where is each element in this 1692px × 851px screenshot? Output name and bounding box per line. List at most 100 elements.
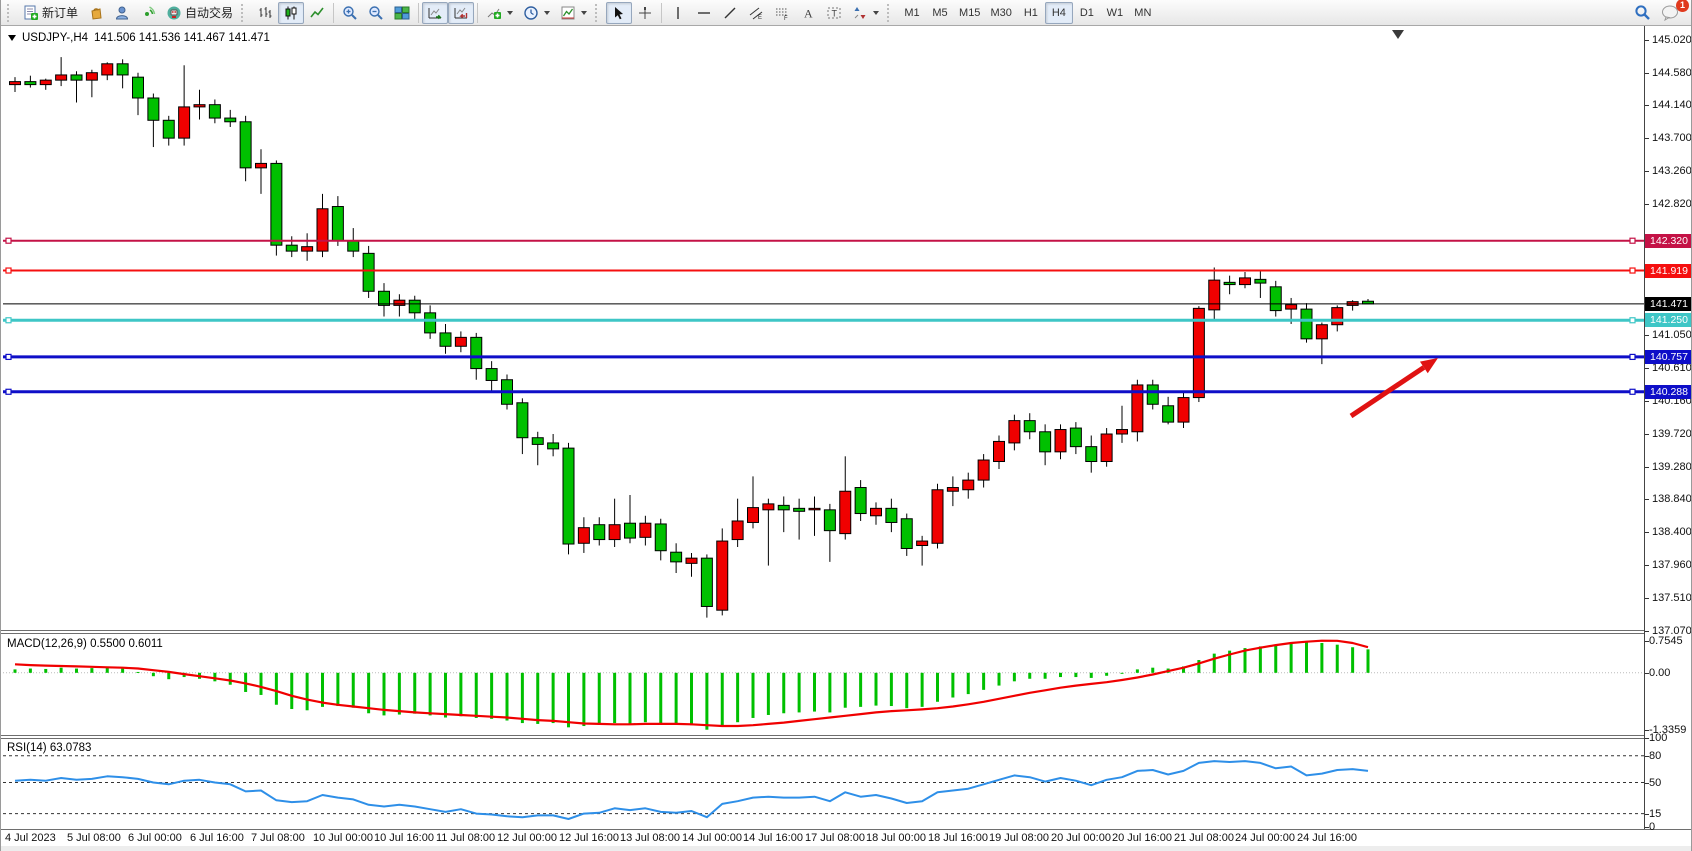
zoom-in-button[interactable] xyxy=(337,2,363,24)
axis-tick xyxy=(1645,783,1649,784)
vertical-line-button[interactable] xyxy=(665,2,691,24)
timeframe-button-m5[interactable]: M5 xyxy=(932,6,948,19)
price-tick-label: 139.720 xyxy=(1652,428,1692,440)
pane-divider[interactable] xyxy=(1,630,1644,634)
timeframe-button-h1[interactable]: H1 xyxy=(1023,6,1038,19)
horizontal-line-button[interactable] xyxy=(691,2,717,24)
time-label: 14 Jul 16:00 xyxy=(743,832,803,844)
timeframe-button-w1[interactable]: W1 xyxy=(1106,6,1124,19)
auto-scroll-button[interactable] xyxy=(422,1,449,24)
bar-chart-icon xyxy=(257,5,273,21)
price-axis-background[interactable] xyxy=(1645,26,1691,845)
toolbar-grip[interactable] xyxy=(7,3,15,22)
chart-title: USDJPY-,H4 141.506 141.536 141.467 141.4… xyxy=(8,32,270,44)
autotrade-button[interactable]: 自动交易 xyxy=(161,2,238,24)
notifications-button[interactable]: 1 xyxy=(1656,0,1689,24)
cursor-arrow-icon xyxy=(611,5,627,21)
axis-tick xyxy=(1645,467,1649,468)
text-label-icon: T xyxy=(826,5,842,21)
time-label: 11 Jul 08:00 xyxy=(436,832,496,844)
fibonacci-button[interactable]: F xyxy=(769,2,795,24)
rsi-pane[interactable] xyxy=(1,739,1644,828)
market-bag-icon xyxy=(88,5,104,21)
timeframe-button-m15[interactable]: M15 xyxy=(959,6,981,19)
vertical-line-icon xyxy=(670,5,686,21)
new-order-label: 新订单 xyxy=(42,6,79,20)
line-chart-icon xyxy=(309,5,325,21)
clock-icon xyxy=(523,5,539,21)
community-button[interactable] xyxy=(109,2,135,24)
search-button[interactable] xyxy=(1629,2,1656,24)
toolbar-grip[interactable] xyxy=(595,3,603,22)
time-label: 14 Jul 00:00 xyxy=(682,832,742,844)
chart-shift-button[interactable] xyxy=(448,1,475,24)
rsi-label: RSI(14) 63.0783 xyxy=(7,742,92,754)
rsi-tick-label: 15 xyxy=(1649,808,1662,820)
price-tick-label: 145.020 xyxy=(1652,34,1692,46)
main-chart-pane[interactable] xyxy=(1,27,1644,630)
timeframe-group: M1 M5 M15 M30 H1 H4 D1 W1 MN xyxy=(898,1,1157,24)
crosshair-icon xyxy=(637,5,653,21)
text-button[interactable]: A xyxy=(795,2,821,24)
fibonacci-icon: F xyxy=(774,5,790,22)
macd-pane[interactable] xyxy=(1,634,1644,735)
chart-shift-marker[interactable] xyxy=(1392,30,1404,39)
channel-button[interactable]: E xyxy=(743,2,769,24)
price-tick-label: 140.610 xyxy=(1652,362,1692,374)
line-chart-button[interactable] xyxy=(304,2,330,24)
axis-tick xyxy=(1645,335,1649,336)
axis-tick xyxy=(1645,532,1649,533)
price-tick-label: 137.960 xyxy=(1652,559,1692,571)
tile-windows-button[interactable] xyxy=(389,2,415,24)
price-tick-label: 137.510 xyxy=(1652,592,1692,604)
collapse-triangle-icon[interactable] xyxy=(8,35,16,41)
pane-divider[interactable] xyxy=(1,735,1644,739)
templates-button[interactable] xyxy=(555,2,592,24)
bar-chart-button[interactable] xyxy=(252,2,278,24)
price-tick-label: 140.160 xyxy=(1652,395,1692,407)
rsi-tick-label: 100 xyxy=(1649,732,1668,744)
timeframe-button-d1[interactable]: D1 xyxy=(1079,6,1094,19)
autotrade-label: 自动交易 xyxy=(185,6,234,20)
price-tick-label: 143.260 xyxy=(1652,165,1692,177)
zoom-out-button[interactable] xyxy=(363,2,389,24)
text-icon: A xyxy=(800,5,816,21)
template-icon xyxy=(560,5,576,21)
indicators-button[interactable] xyxy=(481,2,518,24)
hline-price-badge: 140.288 xyxy=(1645,385,1691,399)
arrows-shapes-button[interactable] xyxy=(847,2,884,24)
axis-tick xyxy=(1645,827,1649,828)
periods-button[interactable] xyxy=(518,2,555,24)
zoom-out-icon xyxy=(368,5,384,21)
chart-shift-icon xyxy=(453,5,469,21)
chat-bubble-icon xyxy=(1661,4,1679,22)
hline-price-badge: 140.757 xyxy=(1645,350,1691,364)
cursor-button[interactable] xyxy=(606,1,633,24)
axis-tick xyxy=(1645,434,1649,435)
timeframe-button-h4[interactable]: H4 xyxy=(1044,1,1073,24)
axis-tick xyxy=(1645,598,1649,599)
candlestick-chart-button[interactable] xyxy=(278,1,305,24)
timeframe-button-mn[interactable]: MN xyxy=(1134,6,1152,19)
dropdown-caret-icon xyxy=(873,10,880,15)
axis-tick xyxy=(1645,40,1649,41)
trendline-button[interactable] xyxy=(717,2,743,24)
crosshair-button[interactable] xyxy=(632,2,658,24)
annotation-arrow[interactable] xyxy=(1349,358,1438,419)
new-order-button[interactable]: 新订单 xyxy=(18,2,83,24)
toolbar-grip[interactable] xyxy=(241,3,249,22)
axis-tick xyxy=(1645,401,1649,402)
timeframe-button-m30[interactable]: M30 xyxy=(990,6,1012,19)
timeframe-button-m1[interactable]: M1 xyxy=(904,6,920,19)
time-label: 13 Jul 08:00 xyxy=(620,832,680,844)
time-axis[interactable] xyxy=(1,829,1691,847)
text-label-button[interactable]: T xyxy=(821,2,847,24)
svg-text:T: T xyxy=(832,8,838,18)
horizontal-line-icon xyxy=(696,5,712,21)
market-button[interactable] xyxy=(83,2,109,24)
axis-tick xyxy=(1645,814,1649,815)
signals-button[interactable] xyxy=(135,2,161,24)
toolbar-grip[interactable] xyxy=(887,3,895,22)
